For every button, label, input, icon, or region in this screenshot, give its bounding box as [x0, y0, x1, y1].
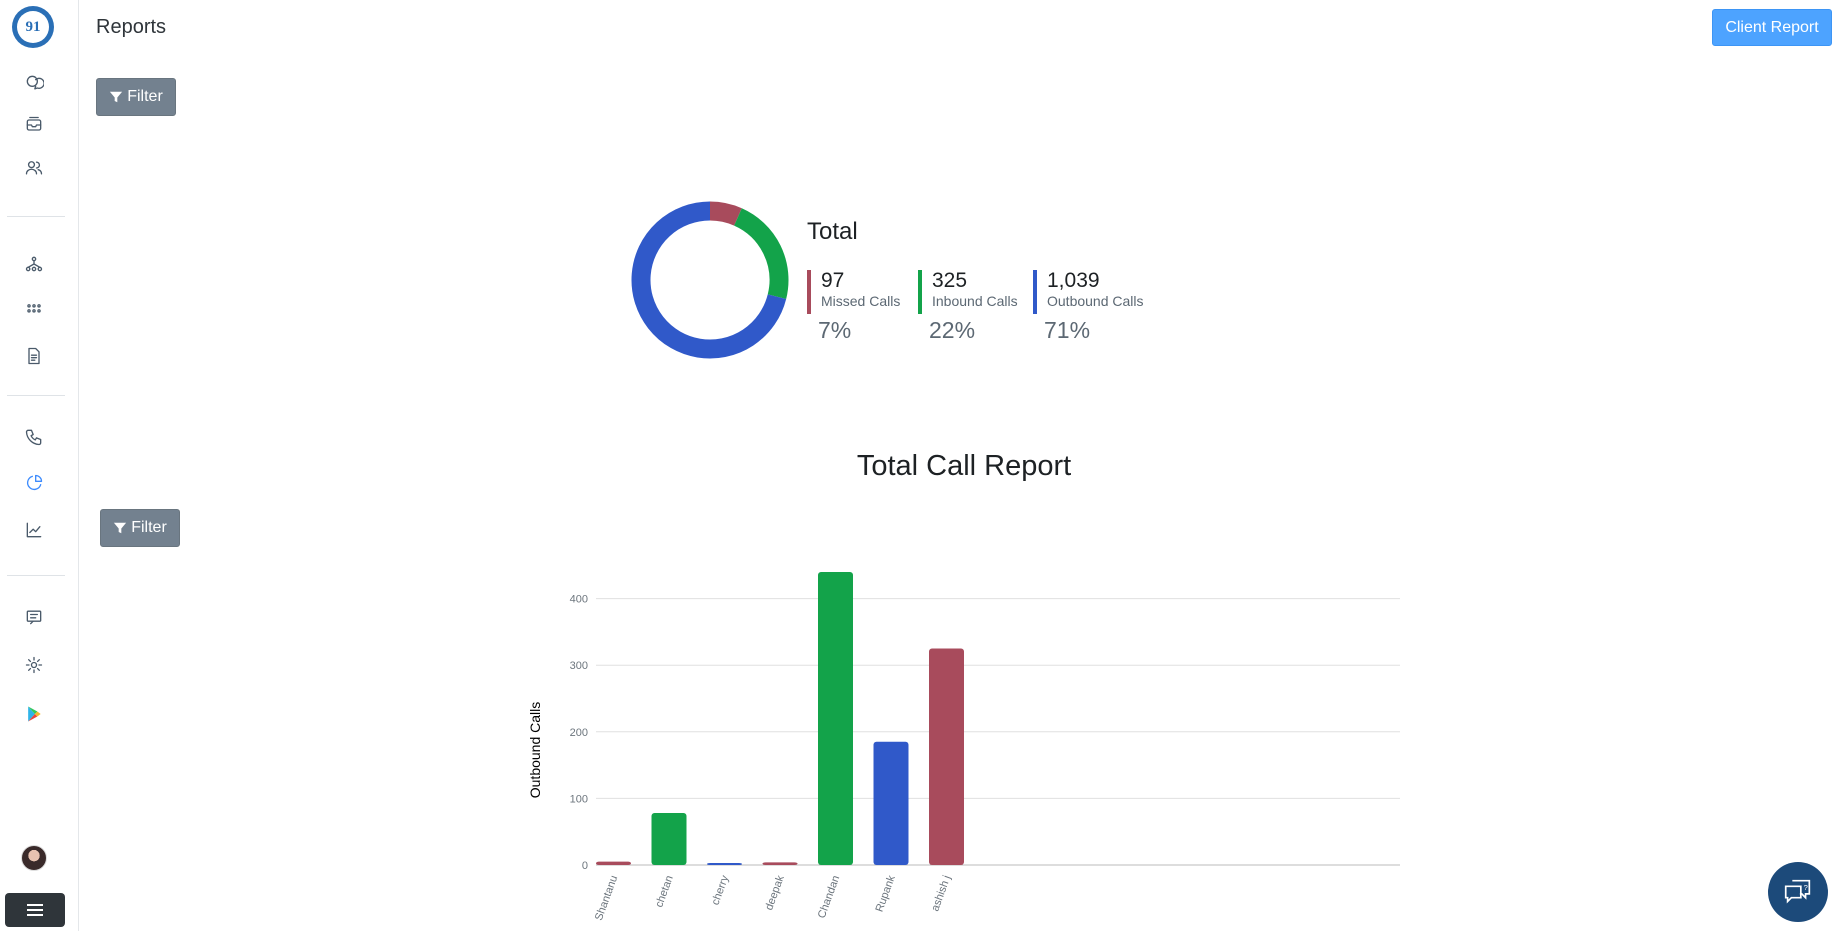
bar-chetan[interactable]: [651, 813, 687, 865]
filter-icon: [114, 522, 127, 534]
filter-label: Filter: [127, 88, 163, 105]
y-tick-label: 0: [582, 860, 588, 872]
summary-title: Total: [807, 218, 858, 245]
phone-icon[interactable]: [21, 424, 47, 450]
inbound-calls-stat: 325 Inbound Calls: [918, 270, 1018, 314]
y-tick-label: 400: [570, 594, 588, 606]
page-title: Reports: [96, 16, 167, 38]
missed-calls-label: Missed Calls: [821, 293, 901, 309]
inbound-calls-label: Inbound Calls: [932, 293, 1018, 309]
report-title: Total Call Report: [856, 450, 1072, 482]
inbox-icon[interactable]: [21, 112, 47, 138]
bar-ashish-j[interactable]: [929, 648, 964, 865]
x-tick-label: Chandan: [816, 874, 843, 920]
avatar[interactable]: [21, 845, 47, 871]
play-store-icon[interactable]: [21, 701, 47, 727]
donut-slice-outbound-calls: [631, 201, 787, 359]
donut-slice-inbound-calls: [733, 208, 789, 299]
line-chart-icon[interactable]: [21, 517, 47, 543]
y-axis-title: Outbound Calls: [527, 702, 543, 799]
settings-icon[interactable]: [21, 652, 47, 678]
sidebar-divider: [7, 575, 65, 576]
outbound-calls-label: Outbound Calls: [1047, 293, 1144, 309]
x-tick-label: chetan: [653, 874, 676, 909]
chat-bubbles-icon[interactable]: [21, 70, 47, 96]
y-tick-label: 100: [570, 793, 588, 805]
total-call-bar-chart: 0 100 200 300 400 Outbound Calls Shantanu cheta…: [527, 571, 1400, 922]
chart-filter-button[interactable]: Filter: [100, 509, 180, 547]
bar-cherry[interactable]: [707, 863, 742, 865]
x-tick-label: Shantanu: [593, 874, 620, 922]
inbound-calls-value: 325: [932, 269, 968, 292]
help-chat-icon: ?: [1784, 879, 1811, 904]
svg-text:?: ?: [1804, 883, 1808, 892]
logo-text: 91: [17, 11, 49, 43]
sidebar: 91: [0, 0, 79, 931]
outbound-calls-stat: 1,039 Outbound Calls: [1033, 270, 1144, 314]
filter-button[interactable]: Filter: [96, 78, 176, 116]
help-chat-button[interactable]: ?: [1768, 862, 1828, 922]
filter-icon: [110, 91, 123, 103]
bar-chandan[interactable]: [818, 571, 853, 865]
pie-chart-icon[interactable]: [21, 470, 47, 496]
y-tick-label: 200: [570, 727, 588, 739]
app-logo[interactable]: 91: [12, 6, 54, 48]
document-icon[interactable]: [21, 343, 47, 369]
x-tick-label: cherry: [710, 873, 732, 906]
donut-slice-missed-calls: [709, 201, 742, 226]
summary-donut-chart: [630, 200, 790, 360]
outbound-calls-percent: 71%: [1044, 317, 1091, 343]
hamburger-icon: [27, 909, 43, 911]
users-icon[interactable]: [21, 155, 47, 181]
missed-calls-percent: 7%: [818, 317, 852, 343]
org-chart-icon[interactable]: [21, 251, 47, 277]
menu-toggle-button[interactable]: [5, 893, 65, 927]
bar-shantanu[interactable]: [596, 861, 631, 865]
sidebar-divider: [7, 395, 65, 396]
missed-calls-value: 97: [821, 269, 845, 292]
message-icon[interactable]: [21, 604, 47, 630]
missed-calls-stat: 97 Missed Calls: [807, 270, 900, 314]
dialpad-icon[interactable]: [21, 297, 47, 323]
sidebar-divider: [7, 216, 65, 217]
bar-rupank[interactable]: [873, 741, 909, 865]
x-tick-label: Rupank: [874, 873, 898, 913]
x-tick-label: ashish j: [929, 874, 953, 913]
outbound-calls-value: 1,039: [1047, 269, 1100, 292]
inbound-calls-percent: 22%: [929, 317, 976, 343]
chart-filter-label: Filter: [131, 519, 167, 536]
bar-deepak[interactable]: [762, 862, 798, 865]
y-tick-label: 300: [570, 660, 588, 672]
client-report-button[interactable]: Client Report: [1712, 9, 1832, 46]
x-tick-label: deepak: [763, 873, 787, 911]
